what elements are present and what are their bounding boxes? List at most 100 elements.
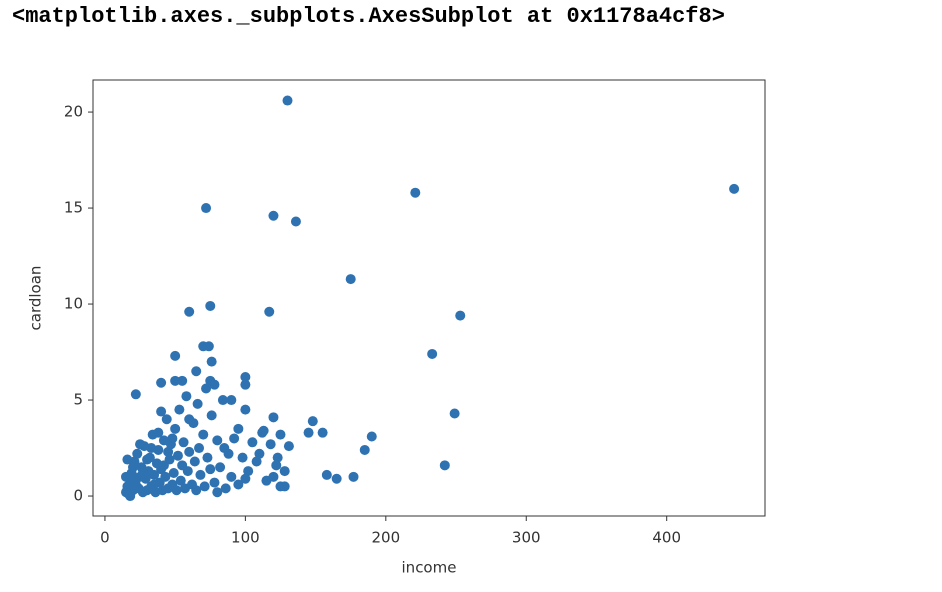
point bbox=[181, 391, 192, 402]
point bbox=[202, 452, 213, 463]
point bbox=[172, 450, 183, 461]
point bbox=[163, 446, 174, 457]
point bbox=[195, 469, 206, 480]
point bbox=[271, 460, 282, 471]
point bbox=[201, 383, 212, 394]
point bbox=[184, 306, 195, 317]
point bbox=[272, 452, 283, 463]
x-tick-label: 100 bbox=[231, 529, 260, 547]
point bbox=[240, 379, 251, 390]
point bbox=[191, 366, 202, 377]
point bbox=[130, 389, 141, 400]
point bbox=[439, 460, 450, 471]
point bbox=[283, 441, 294, 452]
point bbox=[254, 448, 265, 459]
point bbox=[307, 416, 318, 427]
point bbox=[282, 95, 293, 106]
point bbox=[156, 377, 167, 388]
point bbox=[128, 462, 139, 473]
point bbox=[212, 435, 223, 446]
point bbox=[146, 443, 157, 454]
point bbox=[178, 437, 189, 448]
point bbox=[137, 467, 148, 478]
point bbox=[331, 473, 342, 484]
point bbox=[258, 425, 269, 436]
point bbox=[264, 306, 275, 317]
point bbox=[184, 446, 195, 457]
point bbox=[251, 456, 262, 467]
point bbox=[198, 429, 209, 440]
point bbox=[121, 471, 132, 482]
y-tick-label: 10 bbox=[64, 295, 83, 313]
output-text: <matplotlib.axes._subplots.AxesSubplot a… bbox=[12, 4, 725, 29]
point bbox=[149, 479, 160, 490]
point bbox=[142, 454, 153, 465]
y-axis-label: cardloan bbox=[27, 266, 45, 331]
point bbox=[233, 479, 244, 490]
y-tick-label: 15 bbox=[64, 199, 83, 217]
y-tick-label: 20 bbox=[64, 103, 83, 121]
point bbox=[359, 444, 370, 455]
point bbox=[366, 431, 377, 442]
point bbox=[427, 348, 438, 359]
point bbox=[203, 341, 214, 352]
point bbox=[201, 203, 212, 214]
point bbox=[182, 466, 193, 477]
point bbox=[455, 310, 466, 321]
point bbox=[161, 414, 172, 425]
point bbox=[206, 410, 217, 421]
point bbox=[268, 412, 279, 423]
point bbox=[130, 473, 141, 484]
x-tick-label: 0 bbox=[100, 529, 110, 547]
point bbox=[279, 466, 290, 477]
point bbox=[160, 471, 171, 482]
point bbox=[449, 408, 460, 419]
point bbox=[240, 372, 251, 383]
point bbox=[168, 467, 179, 478]
y-tick-label: 0 bbox=[73, 487, 83, 505]
point bbox=[729, 183, 740, 194]
point bbox=[237, 452, 248, 463]
point bbox=[268, 210, 279, 221]
y-tick-label: 5 bbox=[73, 391, 83, 409]
x-axis-label: income bbox=[402, 559, 457, 577]
point bbox=[226, 471, 237, 482]
point bbox=[170, 350, 181, 361]
point bbox=[290, 216, 301, 227]
point bbox=[215, 462, 226, 473]
point bbox=[192, 398, 203, 409]
point bbox=[205, 300, 216, 311]
point bbox=[240, 404, 251, 415]
point bbox=[184, 414, 195, 425]
x-tick-label: 300 bbox=[512, 529, 541, 547]
point bbox=[191, 485, 202, 496]
point bbox=[125, 491, 136, 502]
point bbox=[247, 437, 258, 448]
point bbox=[189, 456, 200, 467]
point bbox=[265, 439, 276, 450]
point bbox=[220, 483, 231, 494]
point bbox=[199, 481, 210, 492]
point bbox=[170, 423, 181, 434]
point bbox=[212, 487, 223, 498]
point bbox=[174, 404, 185, 415]
point bbox=[156, 406, 167, 417]
point bbox=[167, 433, 178, 444]
point bbox=[226, 395, 237, 406]
point bbox=[233, 423, 244, 434]
point bbox=[317, 427, 328, 438]
point bbox=[348, 471, 359, 482]
x-tick-label: 400 bbox=[652, 529, 681, 547]
point bbox=[132, 448, 143, 459]
point bbox=[205, 464, 216, 475]
point bbox=[275, 481, 286, 492]
point bbox=[209, 477, 220, 488]
point bbox=[153, 427, 164, 438]
point bbox=[158, 460, 169, 471]
point bbox=[175, 475, 186, 486]
point bbox=[219, 443, 230, 454]
point bbox=[170, 375, 181, 386]
point bbox=[209, 379, 220, 390]
